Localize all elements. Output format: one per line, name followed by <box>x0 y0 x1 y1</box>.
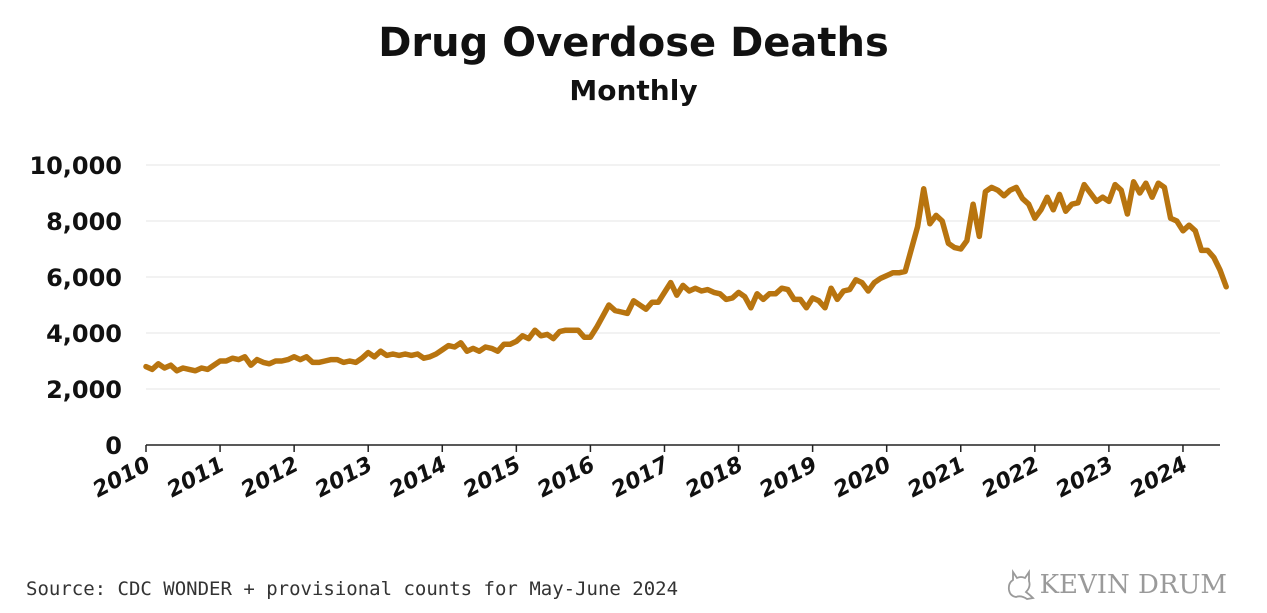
x-tick-label: 2017 <box>607 452 673 503</box>
chart-title: Drug Overdose Deaths <box>378 20 889 66</box>
y-tick-label: 10,000 <box>29 152 122 180</box>
series-line <box>143 179 1229 374</box>
y-tick-label: 2,000 <box>46 376 122 404</box>
y-tick-label: 0 <box>105 432 122 460</box>
y-tick-label: 6,000 <box>46 264 122 292</box>
x-tick-label: 2015 <box>459 452 525 503</box>
x-tick-label: 2021 <box>904 452 970 503</box>
x-tick-label: 2022 <box>978 452 1044 503</box>
x-tick-label: 2023 <box>1052 452 1118 503</box>
x-tick-label: 2012 <box>237 452 303 503</box>
y-tick-label: 4,000 <box>46 320 122 348</box>
x-tick-label: 2016 <box>533 452 599 503</box>
gridlines <box>146 164 1220 390</box>
watermark-text: KEVIN DRUM <box>1039 570 1227 600</box>
x-tick-label: 2019 <box>756 452 822 503</box>
series <box>143 179 1229 374</box>
cat-silhouette-icon <box>1007 569 1035 600</box>
x-tick-label: 2018 <box>682 452 748 503</box>
x-tick-label: 2011 <box>163 452 229 503</box>
source-note: Source: CDC WONDER + provisional counts … <box>26 578 679 600</box>
x-axis-labels: 2010 2011 2012 2013 2014 2015 2016 2017 2018 2019… <box>89 452 1192 503</box>
x-tick-label: 2020 <box>830 452 896 503</box>
watermark: KEVIN DRUM <box>1004 568 1227 602</box>
y-axis-labels: 0 2,000 4,000 6,000 8,000 10,000 <box>29 152 122 460</box>
x-tick-label: 2014 <box>385 452 451 503</box>
x-axis <box>145 444 1220 452</box>
chart-subtitle: Monthly <box>569 74 698 107</box>
y-tick-label: 8,000 <box>46 208 122 236</box>
x-tick-label: 2013 <box>311 452 377 503</box>
x-tick-label: 2024 <box>1126 452 1192 503</box>
